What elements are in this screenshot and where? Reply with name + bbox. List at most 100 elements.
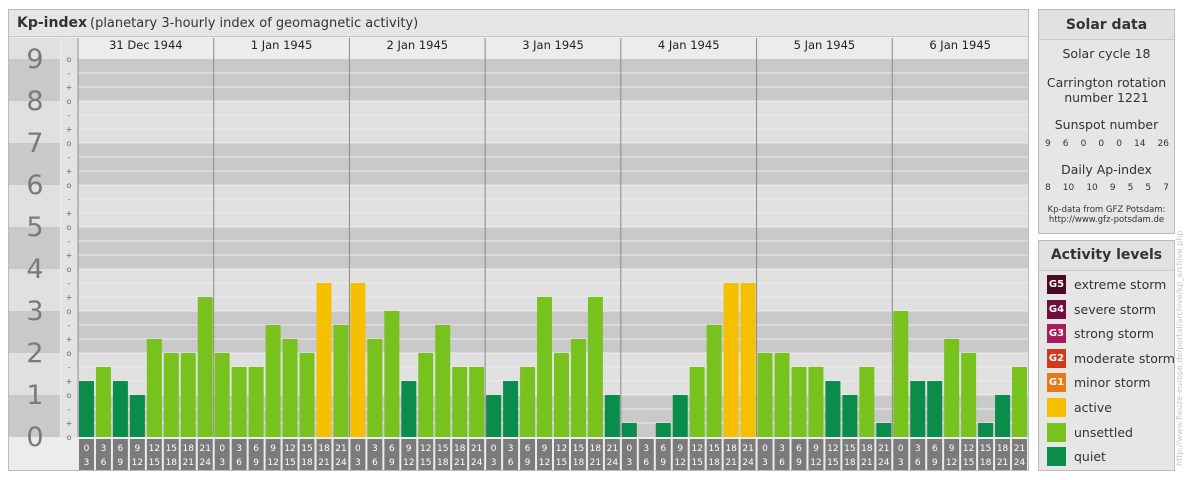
carrington-rotation-label: Carrington rotation	[1046, 75, 1167, 90]
y-subtick-label: +	[66, 377, 73, 386]
y-tick-label: 6	[26, 170, 43, 201]
interval-start-label: 12	[556, 444, 567, 454]
data-credit: Kp-data from GFZ Potsdam:	[1047, 205, 1166, 215]
interval-end-label: 12	[675, 458, 686, 468]
interval-end-label: 15	[827, 458, 838, 468]
interval-cell	[604, 439, 620, 470]
interval-start-label: 3	[101, 444, 107, 454]
interval-cell	[418, 439, 434, 470]
interval-cell	[689, 439, 705, 470]
kp-bar	[146, 339, 162, 437]
kp-bar	[418, 353, 434, 437]
interval-start-label: 6	[389, 444, 395, 454]
kp-bar	[825, 381, 841, 437]
interval-end-label: 15	[556, 458, 567, 468]
interval-cell	[842, 439, 858, 470]
interval-cell	[672, 439, 688, 470]
kp-bar	[384, 311, 400, 437]
band-kp-6	[78, 143, 1028, 185]
legend-item-severe-storm: G4 severe storm	[1047, 299, 1156, 319]
interval-start-label: 12	[963, 444, 974, 454]
interval-cell	[927, 439, 943, 470]
y-subtick-label: o	[67, 55, 72, 64]
interval-end-label: 3	[491, 458, 497, 468]
y-tick-label: 2	[26, 338, 43, 369]
interval-end-label: 9	[525, 458, 531, 468]
y-tick-label: 3	[26, 296, 43, 327]
kp-bar	[978, 423, 994, 437]
kp-bar	[112, 381, 128, 437]
day-label: 2 Jan 1945	[386, 38, 448, 52]
interval-start-label: 18	[725, 444, 737, 454]
kp-bar	[537, 297, 552, 437]
interval-end-label: 12	[810, 458, 821, 468]
kp-bar	[893, 311, 909, 437]
sunspot-value: 26	[1157, 139, 1169, 149]
interval-start-label: 6	[118, 444, 124, 454]
interval-end-label: 12	[946, 458, 957, 468]
interval-start-label: 21	[878, 444, 889, 454]
ap-value: 10	[1062, 183, 1075, 193]
interval-end-label: 24	[1014, 458, 1026, 468]
y-subtick-label: o	[67, 139, 72, 148]
y-subtick-label: +	[66, 167, 73, 176]
legend-swatch: G4	[1047, 299, 1066, 319]
interval-end-label: 24	[607, 458, 619, 468]
legend-item-extreme-storm: G5 extreme storm	[1047, 275, 1166, 294]
kp-bar	[180, 353, 196, 437]
kp-bar	[197, 297, 213, 437]
kp-bar	[876, 423, 892, 437]
interval-start-label: 18	[318, 444, 330, 454]
interval-cell	[112, 439, 128, 470]
interval-start-label: 9	[542, 444, 548, 454]
band-kp-8	[78, 59, 1028, 101]
legend-item-quiet: quiet	[1047, 447, 1106, 467]
axis-band	[9, 395, 60, 437]
interval-end-label: 12	[267, 458, 278, 468]
interval-cell	[299, 439, 315, 470]
interval-start-label: 12	[827, 444, 838, 454]
y-subtick-label: -	[68, 279, 71, 288]
interval-cell	[893, 439, 909, 470]
interval-end-label: 18	[437, 458, 449, 468]
axis-band	[9, 185, 60, 227]
solar-cycle: Solar cycle 18	[1062, 46, 1151, 61]
interval-end-label: 18	[573, 458, 585, 468]
y-subtick-label: o	[67, 307, 72, 316]
interval-cell	[570, 439, 586, 470]
kp-bar	[927, 381, 943, 437]
interval-cell	[401, 439, 417, 470]
interval-end-label: 3	[219, 458, 225, 468]
interval-end-label: 3	[355, 458, 361, 468]
interval-end-label: 12	[403, 458, 414, 468]
kp-bar	[401, 381, 417, 437]
interval-start-label: 3	[779, 444, 785, 454]
interval-cell	[214, 439, 230, 470]
y-subtick-label: o	[67, 223, 72, 232]
legend-label: strong storm	[1074, 326, 1154, 342]
interval-cell	[978, 439, 994, 470]
interval-start-label: 12	[420, 444, 431, 454]
interval-end-label: 15	[149, 458, 160, 468]
y-subtick-label: -	[68, 363, 71, 372]
interval-start-label: 21	[471, 444, 482, 454]
interval-cell	[231, 439, 247, 470]
legend-item-unsettled: unsettled	[1047, 422, 1133, 442]
kp-bar	[333, 324, 349, 437]
sunspot-value: 0	[1098, 139, 1105, 149]
activity-levels-panel: Activity levels G5 extreme storm G4 severe …	[1038, 240, 1175, 471]
kp-bar	[503, 381, 519, 437]
legend-label: severe storm	[1074, 301, 1156, 317]
data-credit-link[interactable]: http://www.gfz-potsdam.de	[1048, 215, 1165, 225]
kp-bar	[282, 339, 298, 437]
legend-item-minor-storm: G1 minor storm	[1047, 373, 1151, 393]
chart-subtitle: (planetary 3-hourly index of geomagnetic…	[90, 16, 419, 31]
kp-bar	[299, 353, 315, 437]
interval-start-label: 12	[284, 444, 295, 454]
interval-cell	[367, 439, 383, 470]
interval-end-label: 3	[762, 458, 768, 468]
interval-end-label: 21	[997, 458, 1008, 468]
ap-value: 10	[1086, 183, 1098, 193]
interval-start-label: 21	[1014, 444, 1025, 454]
interval-start-label: 15	[573, 444, 584, 454]
